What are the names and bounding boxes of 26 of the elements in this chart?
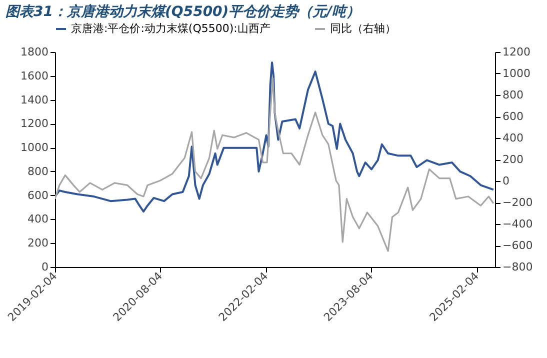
y-tick-label: 1800 [20,46,48,58]
y-tick-label: 200 [28,236,48,250]
y2-tick-label: −400 [502,218,533,230]
y2-tick-label: 200 [502,153,524,166]
y-tick-label: 600 [28,188,48,202]
y2-tick-label: −200 [502,196,533,209]
y-tick-label: 1400 [20,93,48,106]
y2-tick-label: 1200 [502,46,530,58]
y-tick-label: 400 [28,212,48,226]
y2-tick-label: 800 [502,88,524,102]
y2-tick-label: 400 [502,132,524,144]
y-tick-label: 1200 [20,117,48,130]
y-tick-label: 0 [42,260,48,274]
y-tick-label: 800 [28,164,48,178]
y2-tick-label: 600 [502,110,524,123]
y2-tick-label: 0 [502,174,510,188]
chart-title: 图表31：京唐港动力末煤(Q5500)平仓价走势（元/吨） [6,3,360,20]
y2-tick-label: −600 [502,239,533,252]
line-series [55,62,494,213]
line-series [55,78,494,252]
y2-tick-label: −800 [502,260,533,274]
legend-label: 京唐港:平仓价:动力末煤(Q5500):山西产 [71,22,270,35]
y2-tick-label: 1000 [502,67,530,80]
y-tick-label: 1600 [20,69,48,82]
y-tick-label: 1000 [20,141,48,154]
legend-label: 同比（右轴） [330,22,396,35]
